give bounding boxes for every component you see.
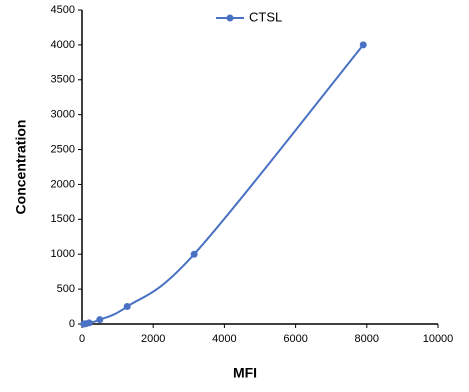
series-line — [83, 44, 365, 325]
legend-label: CTSL — [249, 9, 282, 24]
y-tick-label: 4500 — [51, 4, 75, 16]
y-tick-label: 500 — [57, 283, 75, 295]
data-point — [96, 316, 104, 324]
x-tick-label: 0 — [79, 333, 85, 345]
data-point — [190, 250, 198, 258]
y-tick-label: 3500 — [51, 74, 75, 86]
x-axis-title: MFI — [233, 365, 257, 381]
x-tick-label: 4000 — [212, 333, 236, 345]
data-point — [123, 303, 131, 311]
x-tick-label: 10000 — [423, 333, 454, 345]
y-tick-label: 4000 — [51, 39, 75, 51]
x-tick-label: 2000 — [141, 333, 165, 345]
data-point — [85, 319, 93, 327]
x-tick-label: 6000 — [283, 333, 307, 345]
data-point — [359, 41, 367, 49]
y-tick-label: 1000 — [51, 248, 75, 260]
y-tick-label: 1500 — [51, 213, 75, 225]
y-tick-label: 3000 — [51, 109, 75, 121]
y-tick-label: 0 — [69, 318, 75, 330]
legend-marker — [226, 14, 234, 22]
x-tick-label: 8000 — [355, 333, 379, 345]
y-tick-label: 2500 — [51, 143, 75, 155]
y-axis-title: Concentration — [13, 120, 29, 215]
y-tick-label: 2000 — [51, 178, 75, 190]
